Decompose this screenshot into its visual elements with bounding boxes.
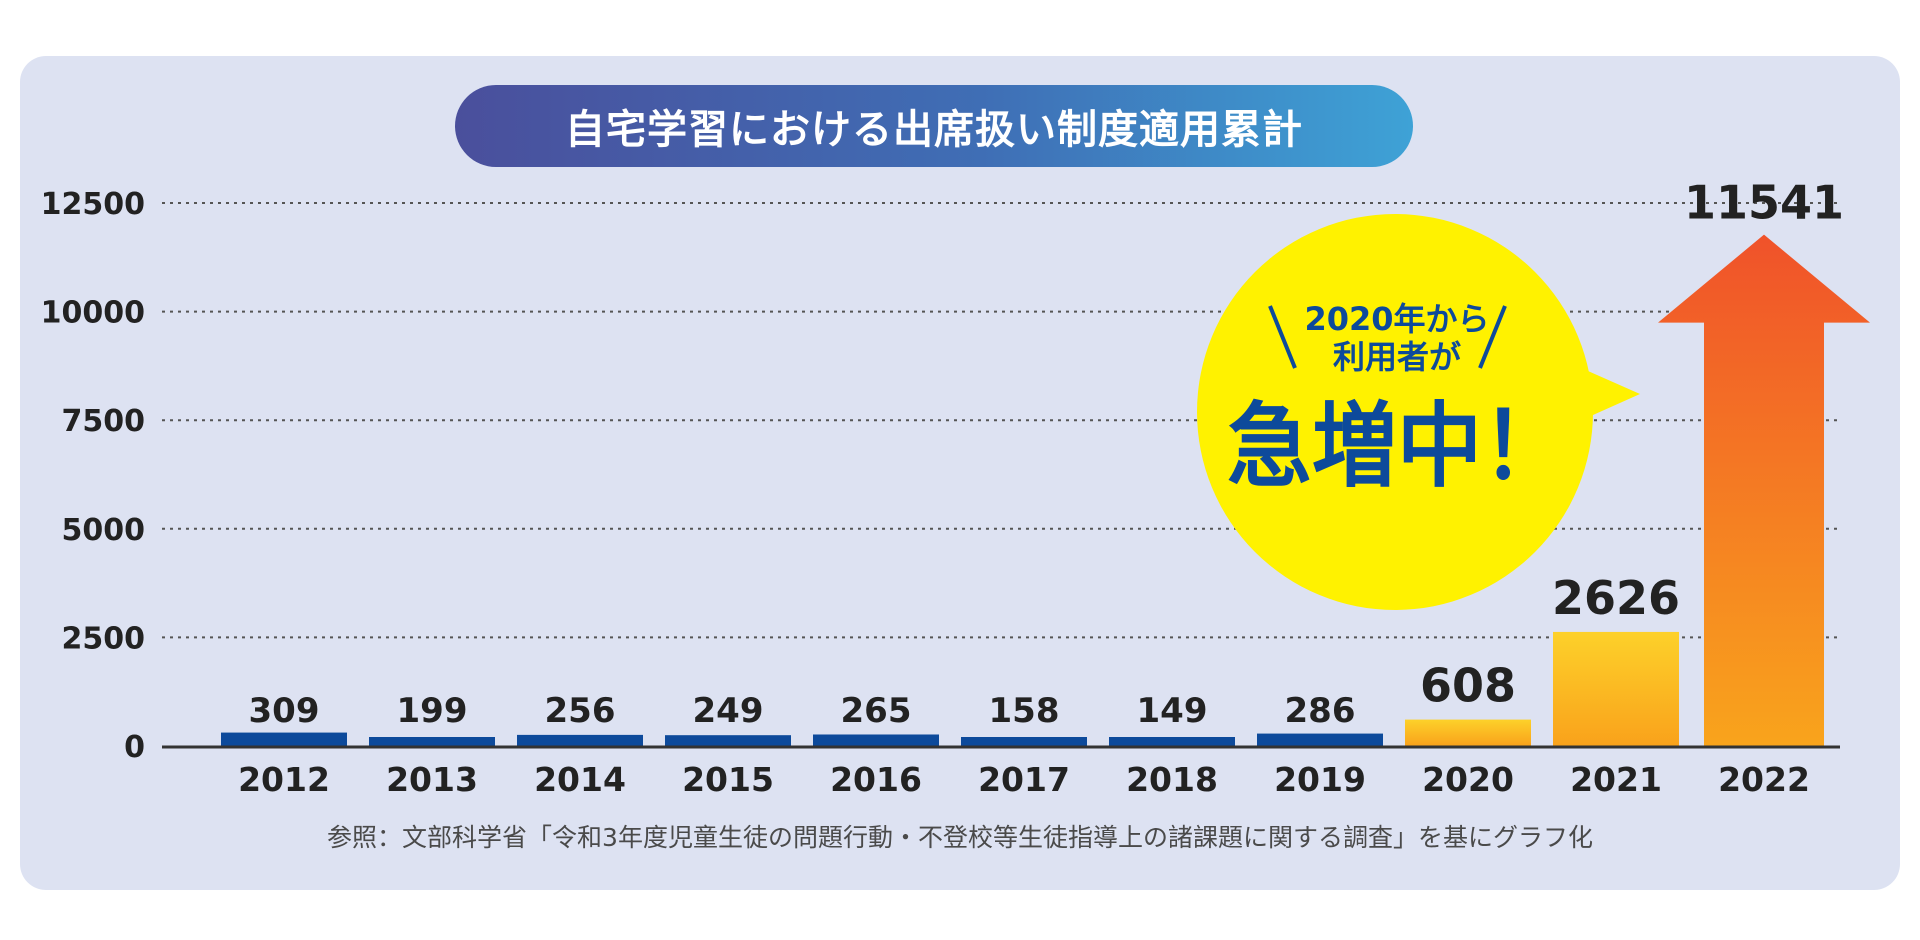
data-labels: 309 199 256 249 265 158 149 286 608 2626 11541	[249, 176, 1845, 731]
chart-title: 自宅学習における出席扱い制度適用累計	[455, 85, 1413, 167]
data-label-2022: 11541	[1684, 176, 1844, 230]
x-tick-label-2021: 2021	[1570, 760, 1662, 799]
data-label-2017: 158	[989, 691, 1060, 731]
bar-2020	[1405, 719, 1531, 746]
x-tick-label-2017: 2017	[978, 760, 1070, 799]
x-tick-label-2012: 2012	[238, 760, 330, 799]
bar-2017	[961, 737, 1087, 746]
data-label-2020: 608	[1420, 659, 1516, 713]
y-tick-label: 5000	[62, 513, 146, 548]
data-label-2019: 286	[1285, 691, 1356, 731]
y-axis-ticks: 0 2500 5000 7500 10000 12500	[41, 187, 145, 765]
x-tick-label-2013: 2013	[386, 760, 478, 799]
bar-2012	[221, 732, 347, 746]
bar-2015	[665, 735, 791, 746]
bubble-slash-right	[1478, 305, 1507, 369]
x-tick-label-2022: 2022	[1718, 760, 1810, 799]
x-tick-label-2014: 2014	[534, 760, 626, 799]
bar-arrow-2022	[1658, 234, 1870, 746]
y-tick-label: 2500	[62, 621, 146, 656]
data-label-2012: 309	[249, 691, 320, 731]
x-tick-label-2016: 2016	[830, 760, 922, 799]
y-tick-label: 0	[124, 730, 145, 765]
bar-2013	[369, 737, 495, 746]
y-tick-label: 10000	[41, 296, 145, 331]
data-label-2021: 2626	[1552, 571, 1680, 625]
x-tick-label-2020: 2020	[1422, 760, 1514, 799]
y-tick-label: 12500	[41, 187, 145, 222]
bar-2018	[1109, 737, 1235, 746]
bubble-line1: 2020年から	[1304, 300, 1489, 338]
bars	[221, 234, 1870, 746]
bubble-slash-left	[1268, 305, 1297, 369]
callout-bubble: 2020年から 利用者が 急増中！	[1197, 214, 1640, 610]
bubble-headline: 急増中！	[1227, 393, 1567, 500]
data-label-2016: 265	[841, 691, 912, 731]
bar-2016	[813, 734, 939, 746]
data-label-2013: 199	[397, 691, 468, 731]
bar-2014	[517, 734, 643, 746]
x-tick-label-2015: 2015	[682, 760, 774, 799]
x-tick-label-2019: 2019	[1274, 760, 1366, 799]
bubble-line2: 利用者が	[1333, 338, 1461, 376]
bubble-circle	[1197, 214, 1593, 610]
data-label-2014: 256	[545, 691, 616, 731]
chart-panel	[20, 56, 1900, 890]
bar-2021	[1553, 631, 1679, 746]
x-axis-ticks: 2012 2013 2014 2015 2016 2017 2018 2019 2020 2021…	[238, 760, 1810, 799]
bar-2019	[1257, 733, 1383, 746]
x-tick-label-2018: 2018	[1126, 760, 1218, 799]
data-label-2015: 249	[693, 691, 764, 731]
data-label-2018: 149	[1137, 691, 1208, 731]
source-note: 参照：文部科学省「令和3年度児童生徒の問題行動・不登校等生徒指導上の諸課題に関す…	[327, 823, 1593, 852]
y-tick-label: 7500	[62, 404, 146, 439]
